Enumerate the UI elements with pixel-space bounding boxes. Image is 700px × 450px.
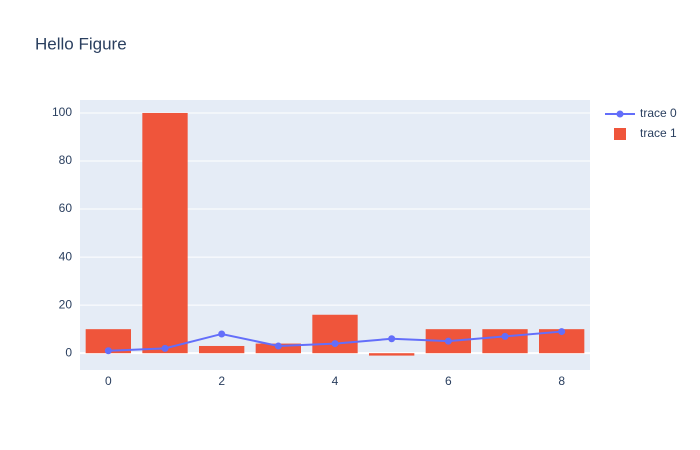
marker: [558, 328, 566, 336]
y-tick-label: 80: [59, 153, 73, 167]
marker: [388, 335, 396, 343]
x-tick-label: 2: [218, 374, 225, 388]
legend-symbol: [616, 110, 624, 118]
y-tick-label: 100: [52, 105, 72, 119]
marker: [218, 330, 226, 338]
legend-symbol: [614, 128, 626, 140]
marker: [501, 332, 509, 340]
x-tick-label: 4: [332, 374, 339, 388]
marker: [161, 344, 169, 352]
bar: [142, 112, 188, 354]
bar: [369, 353, 415, 356]
y-tick-label: 40: [59, 249, 73, 263]
y-tick-label: 60: [59, 201, 73, 215]
bar: [482, 329, 528, 354]
chart-title: Hello Figure: [35, 34, 127, 53]
x-tick-label: 6: [445, 374, 452, 388]
legend-label[interactable]: trace 1: [640, 126, 677, 140]
marker: [104, 347, 112, 355]
y-tick-label: 20: [59, 297, 73, 311]
x-tick-label: 0: [105, 374, 112, 388]
marker: [274, 342, 282, 350]
legend-label[interactable]: trace 0: [640, 106, 677, 120]
marker: [331, 340, 339, 348]
bar: [199, 345, 245, 354]
y-tick-label: 0: [65, 345, 72, 359]
marker: [444, 337, 452, 345]
x-tick-label: 8: [558, 374, 565, 388]
bar: [312, 314, 358, 354]
